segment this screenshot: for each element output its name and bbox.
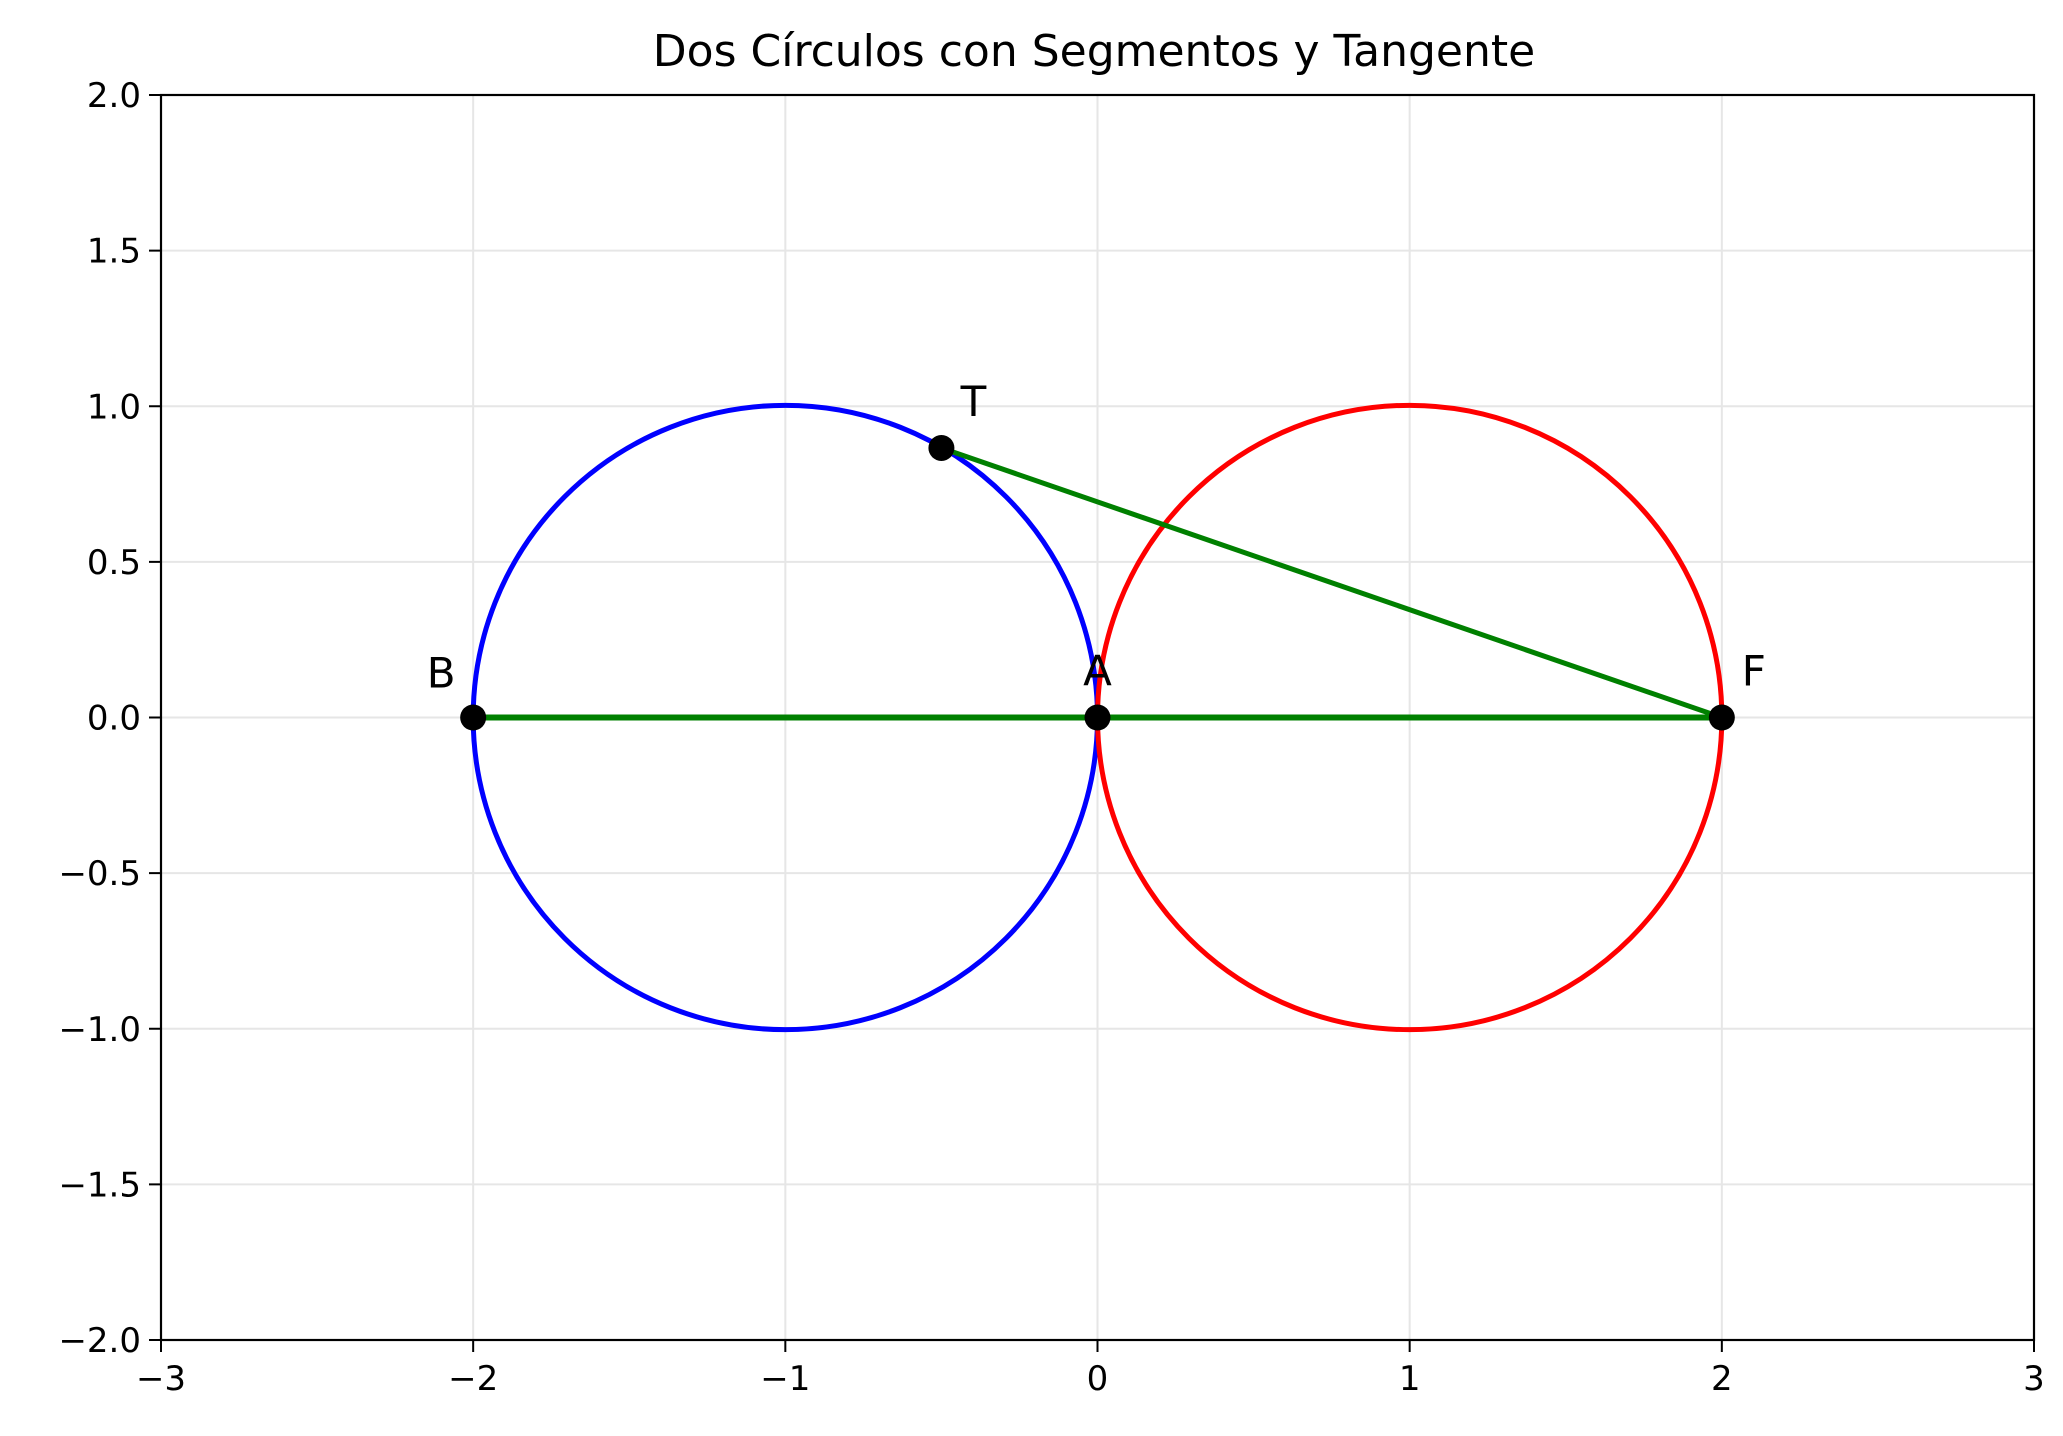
point-label-t: T [960,377,987,426]
y-tick-label: −1.5 [58,1165,141,1205]
y-tick-label: 0.0 [87,699,141,739]
x-tick-label: 2 [1711,1359,1733,1399]
x-tick-label: 1 [1399,1359,1421,1399]
y-tick-label: 0.5 [87,543,141,583]
axis-ticks: −3 −2 −1 0 1 2 3 2.0 1.5 1.0 0.5 0.0 −0.5 −1.0 −1.5 −2.… [58,76,2044,1399]
y-tick-label: −1.0 [58,1010,141,1050]
y-tick-label: 1.5 [87,232,141,272]
segment-t-f [940,445,1723,720]
y-tick-label: 1.0 [87,387,141,427]
x-tick-label: −3 [136,1359,186,1399]
chart-title: Dos Círculos con Segmentos y Tangente [653,26,1535,77]
y-tick-label: 2.0 [87,76,141,116]
x-tick-label: −1 [760,1359,810,1399]
point-a-marker [1084,704,1111,731]
y-tick-label: −2.0 [58,1321,141,1361]
x-tick-label: −2 [448,1359,498,1399]
point-b-marker [460,704,487,731]
point-label-f: F [1742,647,1766,696]
point-label-b: B [427,649,456,698]
x-tick-label: 0 [1087,1359,1109,1399]
x-tick-label: 3 [2023,1359,2045,1399]
point-f-marker [1708,704,1735,731]
y-tick-label: −0.5 [58,854,141,894]
point-t-marker [928,434,955,461]
point-label-a: A [1083,647,1112,696]
points: B A F T [427,377,1766,731]
